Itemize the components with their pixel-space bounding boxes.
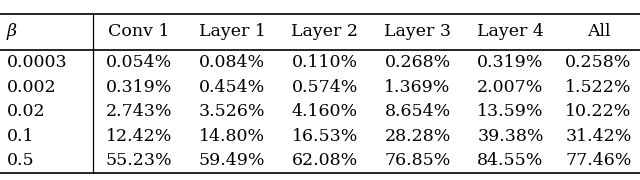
Text: 0.258%: 0.258% — [565, 54, 632, 71]
Text: 2.743%: 2.743% — [106, 103, 172, 120]
Text: 2.007%: 2.007% — [477, 79, 543, 96]
Text: 12.42%: 12.42% — [106, 128, 172, 145]
Text: 13.59%: 13.59% — [477, 103, 543, 120]
Text: 0.0003: 0.0003 — [6, 54, 67, 71]
Text: 3.526%: 3.526% — [199, 103, 265, 120]
Text: 59.49%: 59.49% — [199, 152, 265, 169]
Text: Layer 1: Layer 1 — [198, 23, 266, 40]
Text: 84.55%: 84.55% — [477, 152, 543, 169]
Text: 62.08%: 62.08% — [292, 152, 358, 169]
Text: Layer 3: Layer 3 — [384, 23, 451, 40]
Text: 0.574%: 0.574% — [292, 79, 358, 96]
Text: 1.522%: 1.522% — [565, 79, 632, 96]
Text: All: All — [587, 23, 610, 40]
Text: 39.38%: 39.38% — [477, 128, 543, 145]
Text: β: β — [6, 23, 17, 40]
Text: 4.160%: 4.160% — [292, 103, 358, 120]
Text: 0.110%: 0.110% — [292, 54, 358, 71]
Text: 8.654%: 8.654% — [385, 103, 451, 120]
Text: 0.319%: 0.319% — [477, 54, 543, 71]
Text: 0.319%: 0.319% — [106, 79, 172, 96]
Text: 1.369%: 1.369% — [385, 79, 451, 96]
Text: 0.002: 0.002 — [6, 79, 56, 96]
Text: 16.53%: 16.53% — [292, 128, 358, 145]
Text: 0.02: 0.02 — [6, 103, 45, 120]
Text: 10.22%: 10.22% — [565, 103, 632, 120]
Text: 14.80%: 14.80% — [199, 128, 265, 145]
Text: 77.46%: 77.46% — [565, 152, 632, 169]
Text: 76.85%: 76.85% — [385, 152, 451, 169]
Text: 0.5: 0.5 — [6, 152, 34, 169]
Text: 55.23%: 55.23% — [106, 152, 173, 169]
Text: 0.084%: 0.084% — [199, 54, 265, 71]
Text: Layer 4: Layer 4 — [477, 23, 544, 40]
Text: 31.42%: 31.42% — [565, 128, 632, 145]
Text: 28.28%: 28.28% — [385, 128, 451, 145]
Text: 0.1: 0.1 — [6, 128, 34, 145]
Text: 0.454%: 0.454% — [199, 79, 265, 96]
Text: Conv 1: Conv 1 — [108, 23, 170, 40]
Text: 0.268%: 0.268% — [385, 54, 451, 71]
Text: 0.054%: 0.054% — [106, 54, 172, 71]
Text: Layer 2: Layer 2 — [291, 23, 358, 40]
